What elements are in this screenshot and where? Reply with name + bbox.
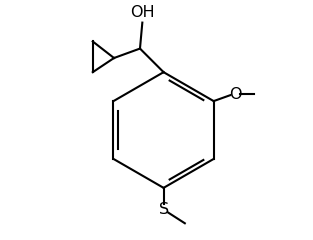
Text: S: S — [158, 202, 169, 217]
Text: O: O — [229, 86, 241, 102]
Text: OH: OH — [130, 5, 155, 20]
